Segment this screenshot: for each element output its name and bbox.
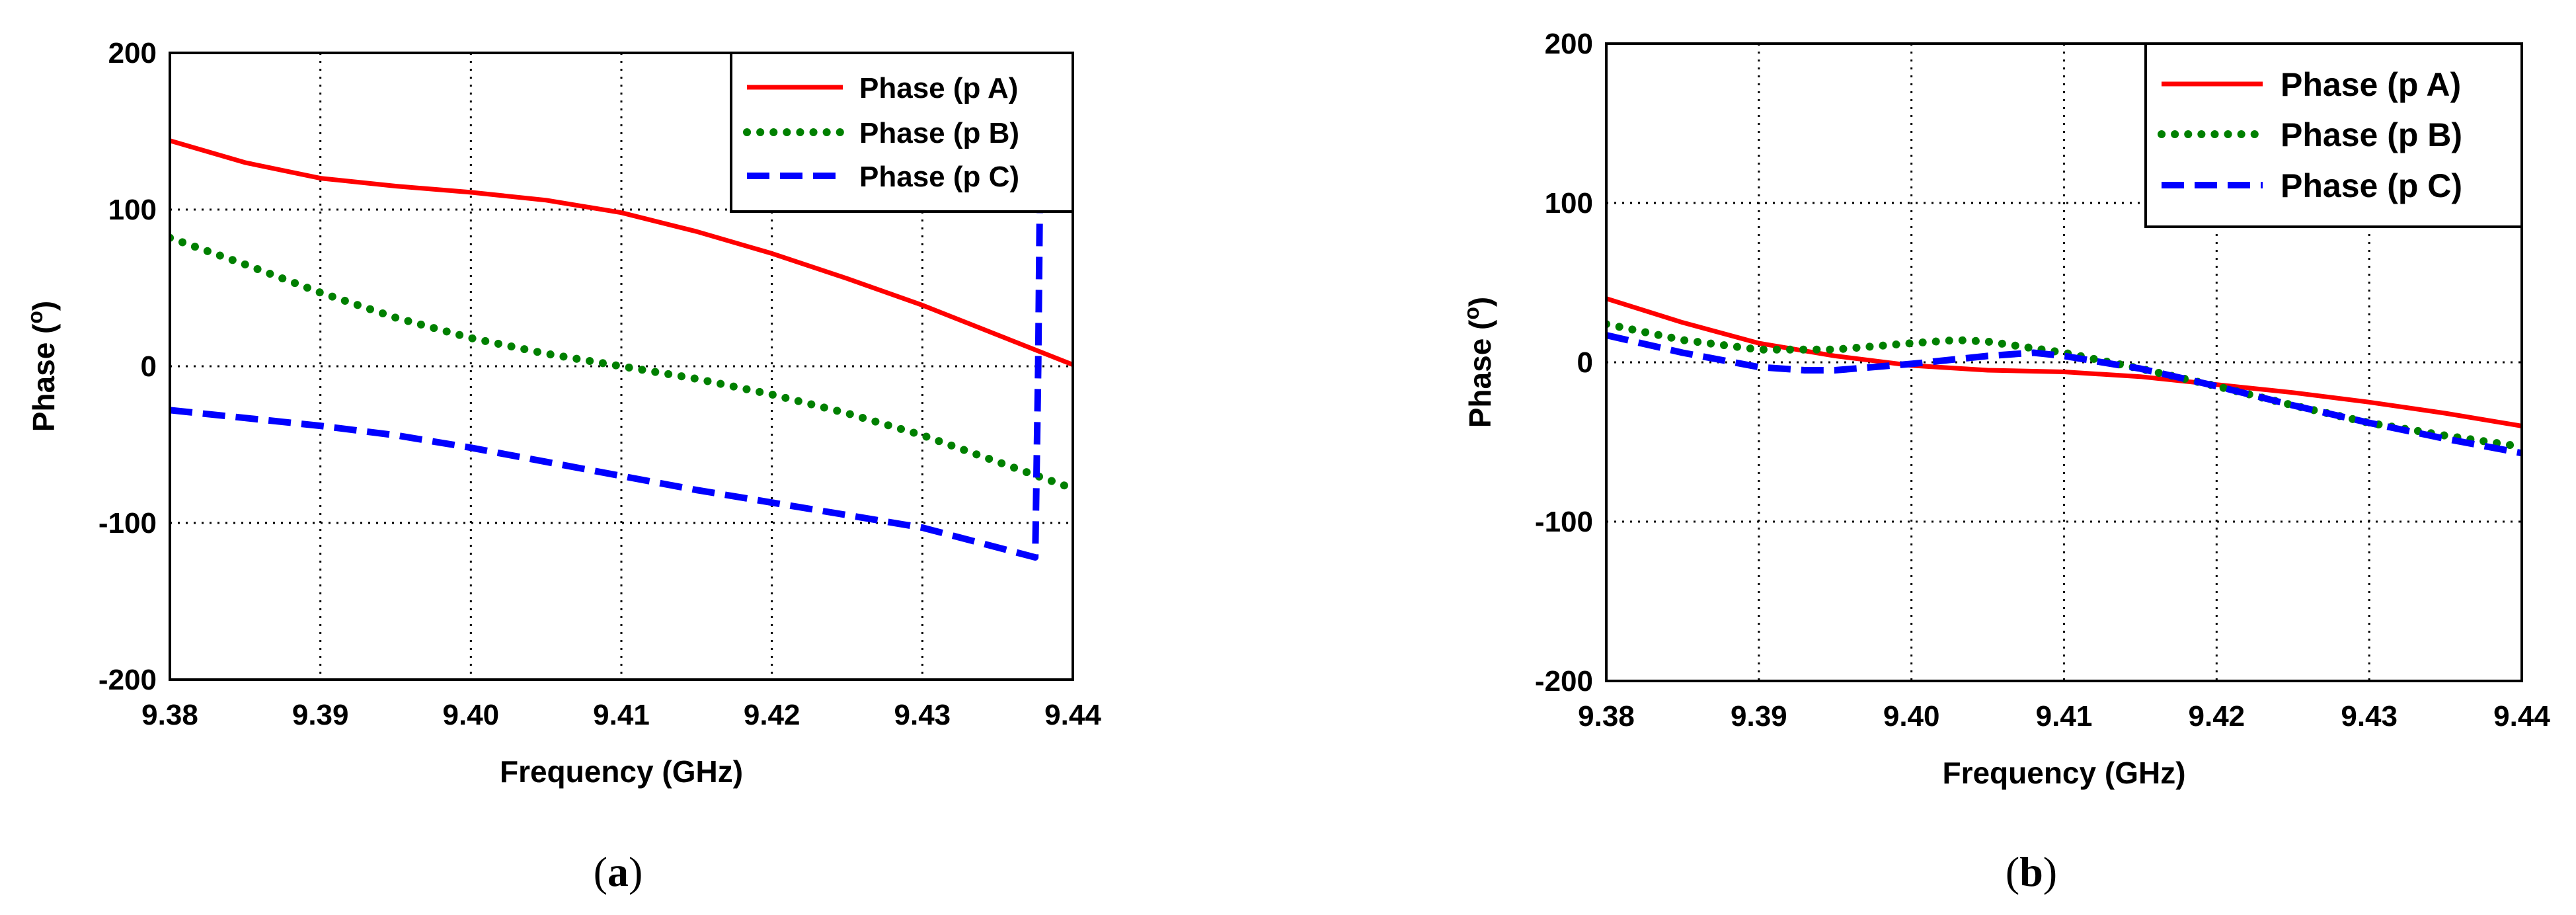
series-line-3: [170, 209, 1043, 561]
series-line-1: [170, 138, 1073, 367]
y-tick-label: 0: [141, 350, 157, 383]
x-tick-label: 9.42: [744, 699, 800, 731]
series-line-3: [1606, 332, 2522, 457]
plot-frame: [169, 52, 1074, 681]
legend-box: [2144, 42, 2523, 228]
y-axis-label-close: ): [1463, 297, 1497, 307]
x-tick-label: 9.43: [894, 699, 951, 731]
x-tick-label: 9.40: [1883, 700, 1940, 733]
series-line-1: [1606, 296, 2522, 428]
y-axis-label: Phase (o): [23, 301, 61, 432]
y-tick-label: 0: [1577, 346, 1593, 379]
y-tick-label: 100: [1545, 187, 1593, 219]
y-tick-label: 200: [1545, 28, 1593, 60]
y-tick-label: 200: [108, 37, 157, 69]
legend-label-3: Phase (p C): [2281, 167, 2462, 204]
y-tick-label: -100: [98, 507, 157, 539]
x-tick-label: 9.42: [2189, 700, 2245, 733]
x-tick-label: 9.39: [1731, 700, 1787, 733]
x-tick-label: 9.38: [141, 699, 198, 731]
x-axis-label: Frequency (GHz): [500, 754, 743, 789]
y-tick-label: -200: [1535, 665, 1593, 697]
x-tick-label: 9.41: [2036, 700, 2093, 733]
y-axis-label-close: ): [26, 301, 61, 311]
legend-label-1: Phase (p A): [859, 72, 1018, 104]
x-tick-label: 9.43: [2341, 700, 2398, 733]
x-tick-label: 9.38: [1578, 700, 1635, 733]
y-axis-label-text: Phase (: [1463, 319, 1497, 428]
y-axis-label-text: Phase (: [26, 323, 61, 432]
y-tick-label: -100: [1535, 506, 1593, 538]
legend: Phase (p A) Phase (p B) Phase (p C): [2144, 42, 2523, 228]
x-tick-label: 9.40: [443, 699, 500, 731]
x-axis-label: Frequency (GHz): [1942, 756, 2185, 790]
y-tick-label: -200: [98, 664, 157, 696]
legend-label-3: Phase (p C): [859, 161, 1019, 193]
legend-label-2: Phase (p B): [2281, 116, 2462, 153]
plot-frame: [1605, 42, 2523, 682]
x-tick-label: 9.41: [593, 699, 650, 731]
caption-letter-b: b: [2019, 848, 2043, 895]
x-tick-label: 9.44: [1044, 699, 1101, 731]
legend-label-2: Phase (p B): [859, 117, 1019, 149]
caption-letter-a: a: [607, 848, 629, 895]
y-tick-label: 100: [108, 194, 157, 226]
series-line-2: [170, 233, 1073, 493]
caption-a: (a): [594, 848, 643, 895]
legend: Phase (p A) Phase (p B) Phase (p C): [730, 52, 1074, 213]
y-axis-label-unit: o: [1460, 307, 1483, 320]
x-tick-label: 9.44: [2493, 700, 2550, 733]
x-tick-label: 9.39: [292, 699, 349, 731]
legend-label-1: Phase (p A): [2281, 66, 2461, 103]
caption-b: (b): [2006, 848, 2057, 895]
y-axis-label-unit: o: [23, 311, 47, 324]
y-axis-label: Phase (o): [1460, 297, 1497, 428]
